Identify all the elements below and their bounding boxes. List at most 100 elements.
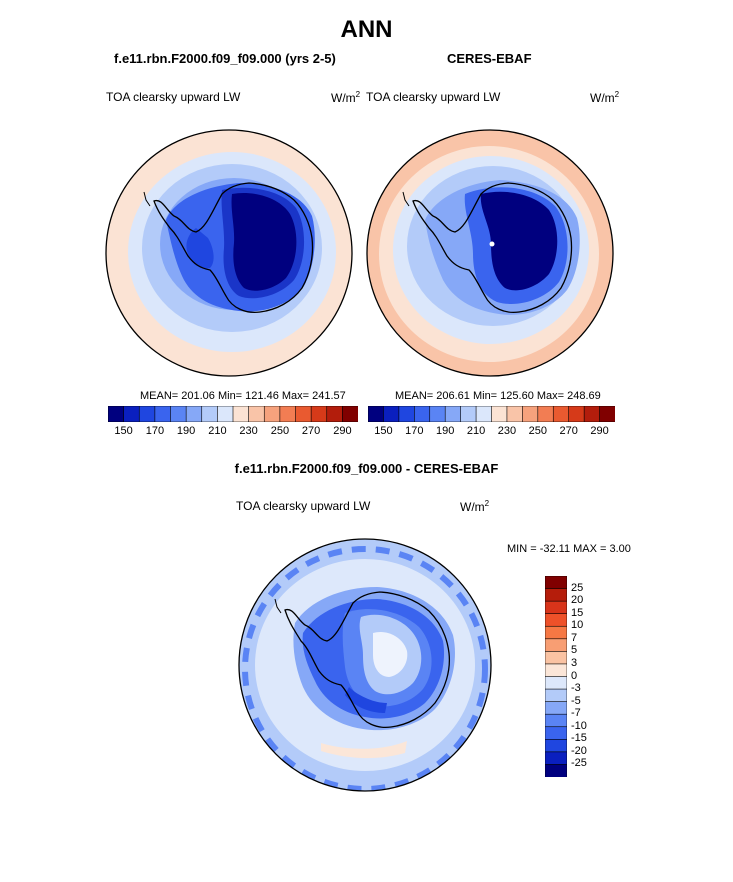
- colorbar-swatch: [491, 406, 508, 422]
- colorbar-swatch: [154, 406, 172, 422]
- colorbar-swatch: [201, 406, 218, 422]
- colorbar-swatch: [599, 406, 615, 422]
- colorbar-swatch: [279, 406, 297, 422]
- diff-colorbar-swatch: [545, 676, 567, 690]
- diff-colorbar-tick-label: 15: [571, 606, 584, 619]
- colorbar-tick-label: 230: [497, 425, 517, 437]
- antarctica-coastline: [153, 182, 314, 314]
- diff-panel-title: f.e11.rbn.F2000.f09_f09.000 - CERES-EBAF: [234, 461, 499, 476]
- right-polar-map: [366, 129, 614, 377]
- diff-colorbar-tick-label: 25: [571, 581, 584, 594]
- diff-colorbar-tick-label: -25: [571, 757, 587, 770]
- diff-colorbar: [545, 576, 567, 777]
- colorbar-swatch: [444, 406, 462, 422]
- diff-colorbar-tick-label: 5: [571, 644, 578, 657]
- diff-colorbar-swatch: [545, 751, 567, 766]
- right-colorbar: [368, 406, 615, 422]
- band-interior-near-zero: [373, 631, 408, 677]
- colorbar-tick-label: 270: [301, 425, 321, 437]
- diff-colorbar-tick-label: 7: [571, 631, 578, 644]
- south-america-tip: [402, 191, 410, 207]
- diff-colorbar-tick-label: -10: [571, 719, 587, 732]
- colorbar-tick-label: 250: [528, 425, 547, 437]
- colorbar-swatch: [522, 406, 539, 422]
- diff-colorbar-swatch: [545, 764, 567, 777]
- colorbar-swatch: [398, 406, 415, 422]
- right-panel-case-title: CERES-EBAF: [447, 51, 532, 66]
- left-units-exponent: 2: [355, 90, 361, 99]
- colorbar-swatch: [185, 406, 203, 422]
- colorbar-tick-label: 210: [208, 425, 227, 437]
- diff-panel-units-label: W/m2: [460, 499, 489, 514]
- right-colorbar-ticks: 150 170 190 210 230 250 270 290: [368, 425, 615, 439]
- colorbar-swatch: [232, 406, 250, 422]
- diff-colorbar-ticks: 25 20 15 10 7 5 3 0 -3 -5 -7 -10 -15 -20 -25: [571, 576, 611, 777]
- diff-colorbar-tick-label: -7: [571, 707, 581, 720]
- diff-colorbar-swatch: [545, 726, 567, 740]
- colorbar-swatch: [460, 406, 477, 422]
- colorbar-swatch: [552, 406, 570, 422]
- left-panel-units-label: W/m2: [331, 90, 360, 105]
- colorbar-tick-label: 270: [559, 425, 578, 437]
- left-units-base: W/m: [331, 91, 356, 105]
- diff-colorbar-swatch: [545, 576, 567, 590]
- colorbar-tick-label: 230: [239, 425, 258, 437]
- colorbar-tick-label: 290: [590, 425, 609, 437]
- colorbar-tick-label: 210: [466, 425, 486, 437]
- right-panel-variable-label: TOA clearsky upward LW: [366, 90, 501, 104]
- diff-colorbar-tick-label: 10: [571, 619, 584, 632]
- antarctica-coastline: [284, 591, 451, 729]
- antarctica-coastline: [412, 182, 573, 314]
- diff-units-exponent: 2: [484, 499, 490, 508]
- diff-panel-minmax: MIN = -32.11 MAX = 3.00: [507, 543, 631, 555]
- colorbar-swatch: [295, 406, 312, 422]
- left-panel-variable-label: TOA clearsky upward LW: [106, 90, 241, 104]
- colorbar-swatch: [108, 406, 125, 422]
- diff-colorbar-swatch: [545, 713, 567, 728]
- band-outer-minus7-patches: [242, 546, 488, 791]
- diff-colorbar-swatch: [545, 663, 567, 678]
- colorbar-swatch: [170, 406, 187, 422]
- diff-polar-map: [238, 538, 492, 792]
- colorbar-swatch: [326, 406, 343, 422]
- left-panel-stats: MEAN= 201.06 Min= 121.46 Max= 241.57: [140, 390, 346, 402]
- south-america-tip: [274, 598, 282, 614]
- diff-colorbar-tick-label: -20: [571, 744, 587, 757]
- diff-colorbar-tick-label: 0: [571, 669, 578, 682]
- colorbar-swatch: [537, 406, 554, 422]
- diff-colorbar-swatch: [545, 701, 567, 715]
- diff-colorbar-tick-label: 20: [571, 594, 584, 607]
- season-title: ANN: [340, 16, 393, 43]
- colorbar-swatch: [248, 406, 265, 422]
- colorbar-swatch: [383, 406, 400, 422]
- diff-colorbar-swatch: [545, 588, 567, 602]
- colorbar-tick-label: 190: [176, 425, 196, 437]
- band-positive-patch: [321, 741, 407, 759]
- diff-colorbar-swatch: [545, 651, 567, 665]
- right-units-exponent: 2: [614, 90, 620, 99]
- colorbar-swatch: [217, 406, 234, 422]
- left-colorbar-ticks: 150 170 190 210 230 250 270 290: [108, 425, 358, 439]
- diff-panel-variable-label: TOA clearsky upward LW: [236, 499, 371, 513]
- diff-colorbar-swatch: [545, 638, 567, 652]
- colorbar-swatch: [475, 406, 493, 422]
- left-polar-map: [105, 129, 353, 377]
- colorbar-swatch: [414, 406, 431, 422]
- right-units-base: W/m: [590, 91, 615, 105]
- colorbar-swatch: [263, 406, 281, 422]
- pole-marker: [489, 241, 495, 247]
- colorbar-tick-label: 170: [145, 425, 165, 437]
- colorbar-swatch: [568, 406, 585, 422]
- diff-colorbar-tick-label: -3: [571, 682, 581, 695]
- diff-colorbar-swatch: [545, 625, 567, 640]
- colorbar-swatch: [138, 406, 156, 422]
- colorbar-swatch: [583, 406, 601, 422]
- band-core-below-150: [480, 191, 558, 291]
- diff-colorbar-swatch: [545, 613, 567, 627]
- diff-colorbar-tick-label: 3: [571, 656, 578, 669]
- diff-colorbar-tick-label: -5: [571, 694, 581, 707]
- left-panel-case-title: f.e11.rbn.F2000.f09_f09.000 (yrs 2-5): [114, 51, 336, 66]
- diff-map-border: [238, 538, 492, 792]
- colorbar-tick-label: 250: [270, 425, 290, 437]
- band-minus20-minus15: [345, 687, 387, 713]
